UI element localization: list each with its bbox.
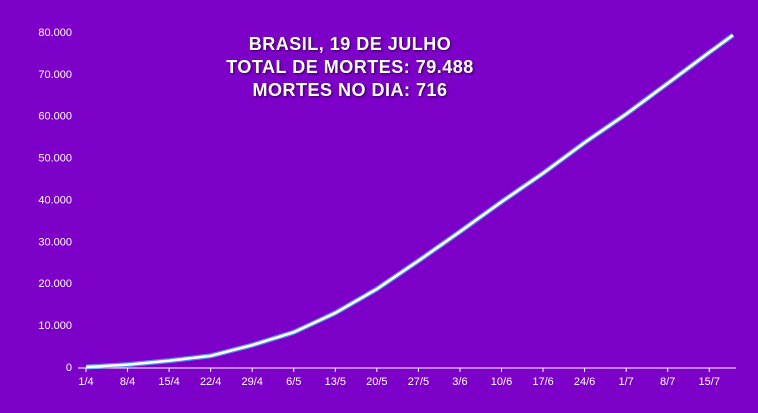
y-tick-label: 70.000 bbox=[38, 69, 72, 81]
x-tick-label: 17/6 bbox=[532, 376, 553, 388]
y-tick-label: 40.000 bbox=[38, 194, 72, 206]
y-tick-label: 50.000 bbox=[38, 153, 72, 165]
x-tick-label: 1/4 bbox=[78, 376, 93, 388]
x-tick-label: 15/7 bbox=[699, 376, 720, 388]
x-tick-label: 1/7 bbox=[619, 376, 634, 388]
x-tick-label: 20/5 bbox=[366, 376, 387, 388]
x-tick-label: 3/6 bbox=[452, 376, 467, 388]
title-line: MORTES NO DIA: 716 bbox=[252, 80, 447, 100]
x-tick-label: 13/5 bbox=[325, 376, 346, 388]
y-tick-label: 80.000 bbox=[38, 27, 72, 39]
y-tick-label: 10.000 bbox=[38, 320, 72, 332]
x-tick-label: 6/5 bbox=[286, 376, 301, 388]
x-tick-label: 27/5 bbox=[408, 376, 429, 388]
y-tick-label: 30.000 bbox=[38, 236, 72, 248]
x-tick-label: 8/7 bbox=[660, 376, 675, 388]
x-tick-label: 24/6 bbox=[574, 376, 595, 388]
y-tick-label: 0 bbox=[66, 362, 72, 374]
title-line: TOTAL DE MORTES: 79.488 bbox=[226, 57, 474, 77]
x-tick-label: 29/4 bbox=[241, 376, 262, 388]
x-tick-label: 22/4 bbox=[200, 376, 221, 388]
title-line: BRASIL, 19 DE JULHO bbox=[249, 34, 452, 54]
drop-lines bbox=[85, 35, 734, 368]
x-tick-label: 10/6 bbox=[491, 376, 512, 388]
y-tick-label: 20.000 bbox=[38, 278, 72, 290]
line bbox=[85, 34, 734, 369]
x-tick-label: 15/4 bbox=[158, 376, 179, 388]
y-tick-label: 60.000 bbox=[38, 111, 72, 123]
x-tick-label: 8/4 bbox=[120, 376, 135, 388]
